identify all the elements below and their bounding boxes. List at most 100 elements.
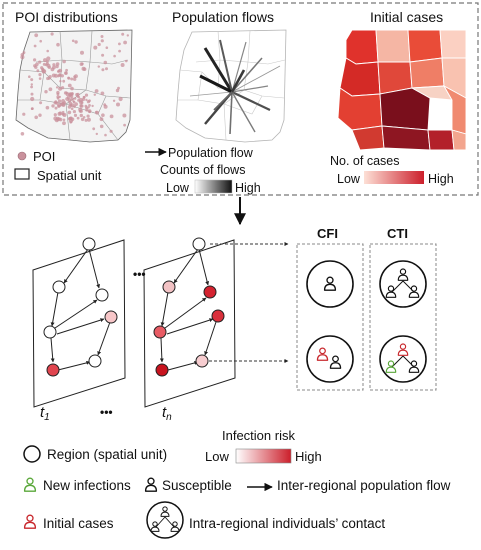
poi-dot: [97, 42, 101, 47]
poi-dot: [39, 39, 42, 43]
graph-t1-nodes: [43, 237, 118, 377]
poi-dot: [78, 100, 83, 105]
poi-dot: [100, 35, 104, 38]
poi-dot: [86, 117, 91, 122]
flow-line: [203, 47, 234, 93]
new-infections-legend-icon: [23, 477, 37, 492]
flow-legend-label: Population flow: [168, 146, 254, 160]
poi-dot: [88, 104, 91, 107]
poi-dot: [104, 133, 107, 137]
poi-dot: [33, 58, 37, 62]
poi-dot: [75, 93, 79, 97]
poi-dot: [40, 66, 44, 70]
poi-dot: [42, 68, 45, 72]
time-label-t1: t1: [40, 404, 50, 423]
poi-dot: [52, 65, 56, 70]
poi-dot: [100, 91, 105, 96]
flow-line: [231, 91, 256, 133]
poi-dot: [118, 96, 123, 102]
poi-dot: [51, 73, 56, 78]
poi-dot: [57, 99, 62, 103]
flow-line: [189, 91, 233, 97]
poi-dot: [30, 85, 33, 89]
poi-dot: [103, 60, 108, 65]
poi-dot: [58, 68, 63, 73]
poi-dot: [103, 104, 108, 109]
poi-dot: [30, 83, 33, 86]
poi-dot: [70, 97, 74, 101]
poi-dot: [57, 104, 61, 108]
poi-dot: [123, 123, 126, 127]
flow-lines: [189, 39, 281, 135]
risk-gradient-bar: [235, 448, 292, 464]
cfi-circle-bottom: [306, 335, 354, 383]
poi-dot: [87, 106, 90, 109]
region-legend-label: Region (spatial unit): [47, 447, 167, 462]
poi-dot: [81, 62, 84, 66]
poi-dot: [46, 49, 49, 53]
poi-dot: [58, 73, 62, 77]
poi-dot: [55, 86, 59, 89]
poi-dot: [55, 64, 59, 69]
poi-dot: [65, 97, 69, 101]
poi-dot: [85, 98, 88, 102]
poi-dot: [44, 90, 48, 94]
poi-dot: [72, 110, 76, 114]
poi-dot: [38, 77, 42, 80]
poi-dots: [20, 32, 129, 137]
poi-dot: [55, 101, 59, 105]
poi-dot: [70, 107, 74, 111]
poi-dot: [84, 118, 88, 122]
poi-dot: [109, 114, 114, 119]
poi-dot: [101, 53, 105, 57]
flow-line: [231, 65, 281, 93]
poi-dot: [93, 45, 98, 50]
poi-dot: [20, 132, 25, 136]
poi-dot: [67, 117, 72, 121]
flow-line: [231, 57, 263, 93]
poi-dot: [53, 113, 57, 117]
poi-dot: [101, 68, 105, 72]
cti-circle-bottom: [379, 335, 427, 383]
graph-slab-t1: [32, 239, 126, 408]
poi-dot: [56, 92, 60, 96]
initial-cases-legend-label: Initial cases: [43, 516, 114, 531]
poi-dot: [93, 93, 97, 96]
poi-dot: [43, 58, 47, 63]
poi-dot: [95, 110, 99, 115]
flow-high-label: High: [235, 181, 261, 195]
poi-dot: [73, 77, 77, 81]
poi-dot: [62, 79, 66, 83]
cfi-label: CFI: [317, 226, 338, 241]
poi-dot: [74, 102, 78, 106]
graph-slab-tn: [143, 239, 236, 408]
poi-dot: [38, 60, 42, 64]
poi-dot: [69, 121, 73, 124]
poi-dot: [62, 118, 66, 122]
poi-dot: [34, 115, 38, 120]
poi-dot: [46, 63, 51, 68]
poi-dot: [58, 117, 63, 122]
graph-tn-nodes: [153, 237, 225, 377]
poi-dot: [51, 104, 55, 108]
contact-legend-label: Intra-regional individuals’ contact: [189, 516, 385, 531]
poi-dot: [121, 32, 125, 36]
poi-dot: [70, 77, 74, 81]
poi-dot: [46, 76, 50, 81]
poi-dot: [67, 83, 72, 88]
cases-map: [337, 29, 467, 151]
graph-t1-edges: [50, 248, 111, 371]
flow-line: [231, 91, 271, 111]
cti-circle-top: [379, 260, 427, 308]
poi-dot: [63, 101, 67, 105]
cases-low-label: Low: [337, 172, 361, 186]
flow-legend-label-bottom: Inter-regional population flow: [277, 478, 451, 493]
poi-dot: [28, 75, 31, 78]
poi-dot: [115, 88, 120, 93]
flows-title: Population flows: [172, 9, 274, 25]
poi-dot: [73, 97, 77, 100]
poi-dot: [99, 117, 104, 122]
flow-line: [231, 41, 247, 93]
poi-dot: [30, 96, 35, 102]
poi-dot: [71, 39, 75, 43]
